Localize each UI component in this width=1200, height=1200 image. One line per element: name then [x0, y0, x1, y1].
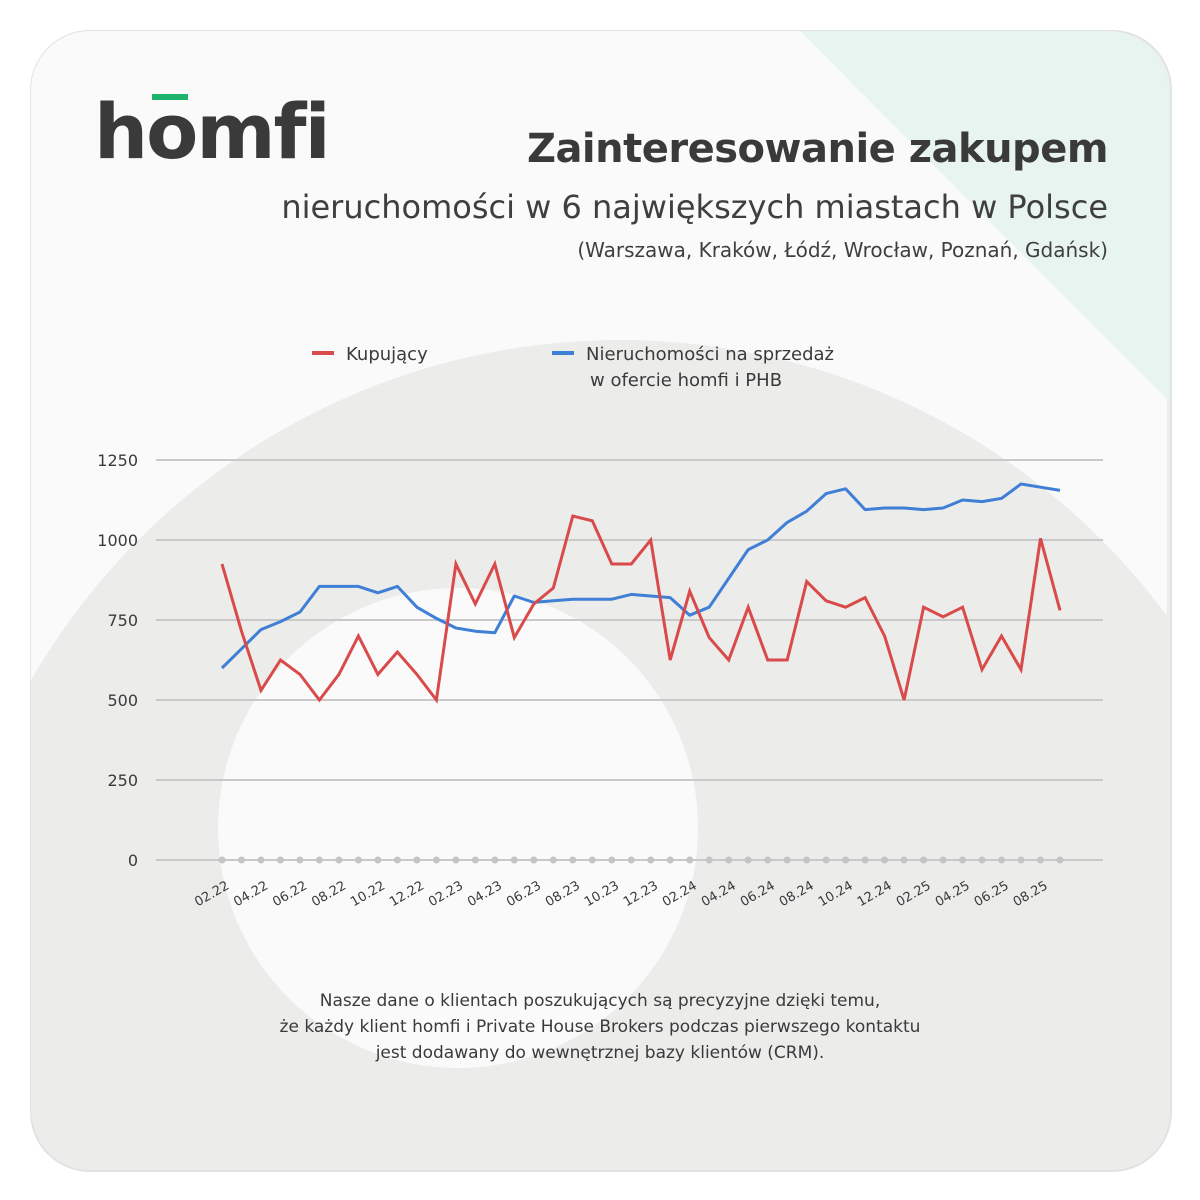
x-axis-dot [647, 856, 655, 864]
x-axis-dot [881, 856, 889, 864]
x-axis-dot [374, 856, 382, 864]
x-axis-dot [335, 856, 343, 864]
x-axis-dots [218, 856, 1064, 864]
x-axis-dot [764, 856, 772, 864]
legend-buyers-label: Kupujący [346, 344, 428, 365]
legend-listings: Nieruchomości na sprzedaż w ofercie homf… [552, 342, 834, 394]
x-tick-label: 06.24 [738, 878, 778, 910]
x-axis-dot [1017, 856, 1025, 864]
x-tick-label: 04.25 [933, 878, 973, 910]
x-axis-dot [861, 856, 869, 864]
x-axis-dot [393, 856, 401, 864]
x-tick-label: 08.25 [1011, 878, 1051, 910]
x-tick-label: 12.22 [387, 878, 427, 910]
x-axis-dot [998, 856, 1006, 864]
x-tick-label: 04.23 [465, 878, 505, 910]
x-axis-dot [491, 856, 499, 864]
x-axis-dot [959, 856, 967, 864]
x-tick-label: 02.23 [426, 878, 466, 910]
page-subtitle: nieruchomości w 6 największych miastach … [281, 188, 1108, 226]
x-axis-dot [783, 856, 791, 864]
x-axis-dot [588, 856, 596, 864]
x-tick-label: 04.22 [231, 878, 271, 910]
legend-listings-label-1: Nieruchomości na sprzedaż [586, 344, 835, 365]
homfi-logo: homfi [94, 84, 334, 176]
x-tick-label: 08.22 [309, 878, 349, 910]
page-title: Zainteresowanie zakupem [526, 126, 1109, 172]
y-tick-label: 750 [107, 611, 138, 630]
legend-buyers: Kupujący [312, 342, 428, 368]
x-tick-label: 12.23 [621, 878, 661, 910]
x-tick-label: 10.24 [816, 878, 856, 910]
x-tick-label: 06.22 [270, 878, 310, 910]
x-tick-label: 10.22 [348, 878, 388, 910]
x-axis-dot [237, 856, 245, 864]
x-tick-label: 02.24 [660, 878, 700, 910]
x-axis-dot [939, 856, 947, 864]
x-axis-dot [822, 856, 830, 864]
x-axis-dot [569, 856, 577, 864]
x-tick-label: 06.25 [972, 878, 1012, 910]
x-axis-dot [725, 856, 733, 864]
series-line-listings [220, 482, 1061, 670]
x-axis-dot [666, 856, 674, 864]
x-axis-dot [452, 856, 460, 864]
x-tick-label: 06.23 [504, 878, 544, 910]
x-axis-dot [627, 856, 635, 864]
x-tick-label: 12.24 [855, 878, 895, 910]
legend-buyers-swatch [312, 351, 334, 355]
cities-list: (Warszawa, Kraków, Łódź, Wrocław, Poznań… [577, 238, 1108, 262]
x-axis-dot [686, 856, 694, 864]
footnote-line-2: że każdy klient homfi i Private House Br… [279, 1017, 921, 1037]
series-line-buyers [220, 514, 1062, 704]
y-tick-label: 500 [107, 691, 138, 710]
x-axis-dot [900, 856, 908, 864]
logo-mark-icon: homfi [94, 87, 331, 176]
x-axis-dot [842, 856, 850, 864]
footnote: Nasze dane o klientach poszukujących są … [0, 988, 1200, 1066]
x-axis-dot [257, 856, 265, 864]
y-tick-label: 250 [107, 771, 138, 790]
footnote-line-1: Nasze dane o klientach poszukujących są … [319, 991, 881, 1011]
x-axis-dot [276, 856, 284, 864]
svg-text:homfi: homfi [94, 87, 329, 166]
x-tick-label: 08.23 [543, 878, 583, 910]
x-tick-label: 02.22 [192, 878, 232, 910]
x-axis-dot [920, 856, 928, 864]
x-axis-dot [744, 856, 752, 864]
footnote-line-3: jest dodawany do wewnętrznej bazy klient… [375, 1043, 825, 1063]
y-tick-label: 1250 [97, 451, 138, 470]
x-axis-dot [315, 856, 323, 864]
legend-listings-swatch [552, 351, 574, 355]
x-axis-dot [1056, 856, 1064, 864]
x-axis-ticks: 02.22 04.22 06.22 08.22 10.22 12.22 02.23 04.23… [192, 878, 1050, 910]
x-axis-dot [296, 856, 304, 864]
x-axis-dot [803, 856, 811, 864]
x-tick-label: 04.24 [699, 878, 739, 910]
x-axis-dot [471, 856, 479, 864]
x-axis-dot [1037, 856, 1045, 864]
x-tick-label: 02.25 [894, 878, 934, 910]
x-axis-dot [608, 856, 616, 864]
x-axis-dot [510, 856, 518, 864]
x-axis-dot [218, 856, 226, 864]
chart-gridlines [156, 459, 1103, 861]
x-axis-dot [354, 856, 362, 864]
x-axis-dot [705, 856, 713, 864]
legend-listings-label-2: w ofercie homfi i PHB [590, 370, 783, 391]
x-axis-dot [413, 856, 421, 864]
x-axis-dot [978, 856, 986, 864]
x-tick-label: 08.24 [777, 878, 817, 910]
y-tick-label: 0 [128, 851, 138, 870]
x-tick-label: 10.23 [582, 878, 622, 910]
x-axis-dot [549, 856, 557, 864]
x-axis-dot [530, 856, 538, 864]
y-tick-label: 1000 [97, 531, 138, 550]
y-axis-ticks: 0 250 500 750 1000 1250 [97, 451, 138, 870]
x-axis-dot [432, 856, 440, 864]
